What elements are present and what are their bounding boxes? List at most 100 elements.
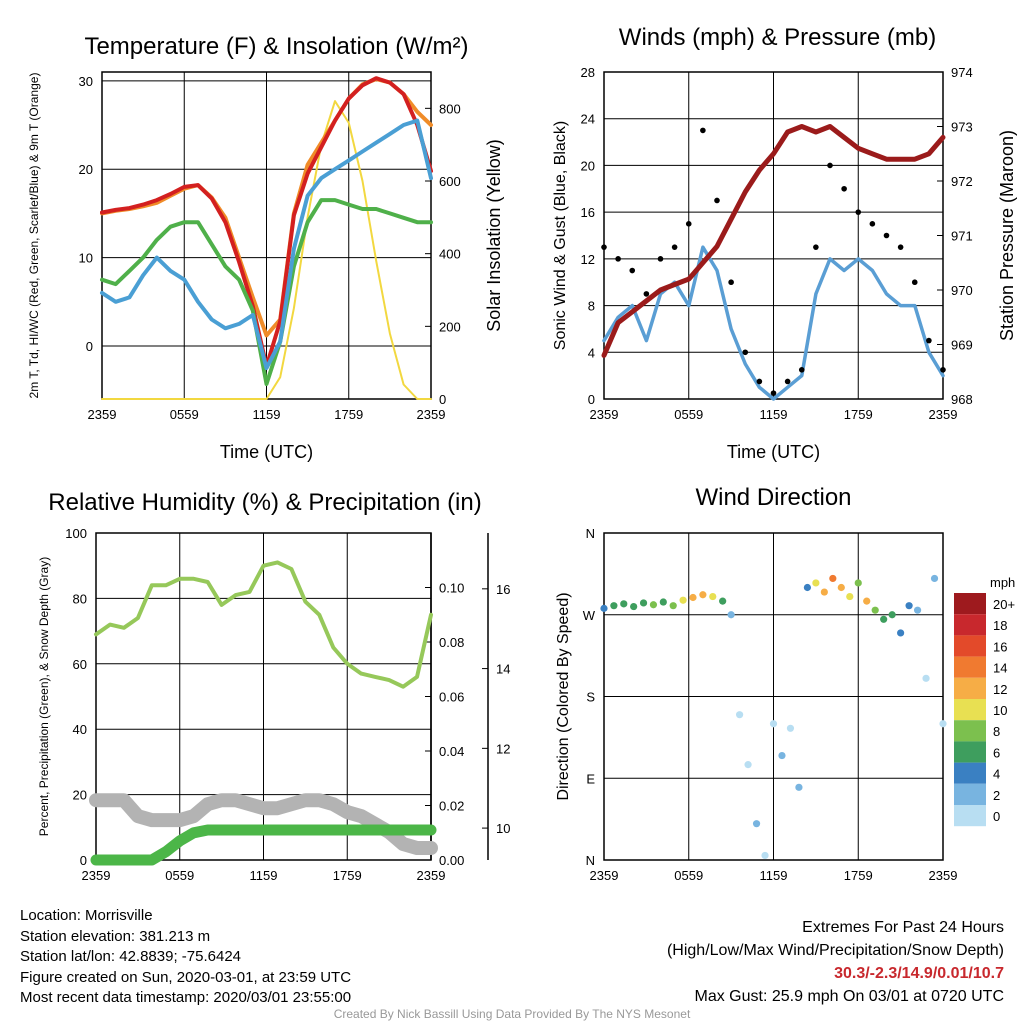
direction-point: [829, 574, 837, 583]
panel4-frame: [603, 532, 944, 861]
panel3-y-tick-label: 80: [73, 591, 87, 606]
panel1-x-tick-label: 2359: [88, 407, 117, 422]
direction-point: [905, 602, 913, 610]
gust-point: [798, 367, 805, 373]
legend-swatch: [954, 635, 986, 657]
panel4-y-tick-label: N: [586, 853, 595, 868]
panel4-y-tick-label: S: [586, 690, 595, 705]
gust-point: [671, 244, 678, 250]
panel3-x-tick-label: 1159: [250, 868, 278, 883]
series-line-insolation: [101, 100, 432, 400]
direction-point: [803, 583, 812, 592]
gust-point: [770, 390, 777, 396]
elevation-text: Station elevation: 381.213 m: [20, 927, 211, 945]
credit-text: Created By Nick Bassill Using Data Provi…: [333, 1007, 691, 1021]
direction-point: [880, 615, 888, 623]
panel3-y2-tick-label: 0.04: [439, 744, 464, 759]
direction-point: [727, 611, 735, 619]
legend-label: 6: [993, 745, 1000, 760]
direction-point: [744, 761, 752, 769]
panel1-ylabel: 2m T, Td, HI/WC (Red, Green, Scarlet/Blu…: [27, 73, 41, 399]
panel1-x-tick-label: 1159: [253, 407, 281, 422]
panel3-x-tick-label: 0559: [165, 868, 194, 883]
panel2-y-tick-label: 24: [581, 112, 595, 127]
gust-point: [926, 337, 932, 344]
direction-point: [820, 588, 828, 596]
gust-point: [700, 127, 706, 134]
panel2-y2-tick-label: 974: [951, 65, 973, 80]
panel1-y-tick-label: 30: [79, 74, 93, 89]
gust-point: [841, 185, 847, 192]
direction-point: [795, 783, 803, 791]
series-line-pressure: [601, 124, 946, 358]
direction-point: [888, 611, 896, 619]
panel2-x-tick-label: 1759: [844, 407, 873, 422]
panel2-y-tick-label: 0: [588, 392, 595, 407]
panel3-y-tick-label: 0: [80, 853, 87, 868]
gust-point: [883, 232, 890, 239]
direction-point: [897, 629, 905, 637]
legend-unit: mph: [990, 575, 1015, 590]
panel2-x-tick-label: 2359: [590, 407, 619, 422]
panel3-y2-tick-label: 16: [496, 582, 510, 597]
panel2-y-tick-label: 8: [588, 299, 595, 314]
panel2-y2-tick-label: 970: [951, 283, 973, 298]
panel3-y2-tick-label: 0.10: [439, 581, 464, 596]
panel1-title: Temperature (F) & Insolation (W/m²): [84, 33, 468, 60]
series-line-rh: [94, 560, 433, 689]
gust-point: [756, 378, 763, 385]
series-line-precip: [90, 824, 437, 866]
direction-point: [736, 711, 744, 719]
legend-swatch: [954, 593, 986, 615]
gust-point: [940, 367, 946, 373]
direction-point: [846, 592, 854, 601]
direction-point: [871, 606, 879, 614]
direction-point: [679, 596, 687, 604]
panel3-x-tick-label: 2359: [82, 868, 111, 883]
panel1-x-tick-label: 2359: [417, 407, 446, 422]
created-text: Figure created on Sun, 2020-03-01, at 23…: [20, 968, 352, 986]
panel4-ylabel: Direction (Colored By Speed): [555, 592, 572, 800]
gust-point: [869, 221, 876, 227]
panel3-y2-tick-label: 0.00: [439, 853, 464, 868]
max-gust-text: Max Gust: 25.9 mph On 03/01 at 0720 UTC: [694, 988, 1005, 1005]
panel2-y-tick-label: 20: [581, 158, 595, 173]
legend-label: 16: [993, 639, 1007, 654]
direction-point: [699, 591, 707, 599]
legend-label: 18: [993, 618, 1007, 633]
panel2-y2-tick-label: 969: [951, 338, 973, 353]
panel1-y2-tick-label: 200: [439, 319, 461, 334]
panel3-x-tick-label: 1759: [333, 868, 362, 883]
direction-point: [689, 593, 697, 602]
panel2-y-tick-label: 28: [581, 65, 595, 80]
legend-label: 4: [993, 767, 1000, 782]
gust-point: [855, 209, 862, 215]
panel2-y2-tick-label: 972: [951, 174, 973, 189]
direction-point: [786, 724, 795, 732]
panel1-y2label: Solar Insolation (Yellow): [484, 139, 504, 331]
direction-point: [761, 851, 769, 860]
panel2-x-tick-label: 0559: [674, 407, 703, 422]
panel1-y-tick-label: 20: [79, 162, 93, 177]
panel3-y2-tick-label: 0.02: [439, 799, 464, 814]
direction-point: [649, 601, 658, 609]
series-line-hiwc: [100, 198, 433, 386]
legend-swatch: [954, 720, 986, 742]
panel3-y-tick-label: 20: [73, 788, 87, 803]
gust-point: [657, 256, 664, 262]
panel3-y2-tick-label: 12: [496, 741, 510, 756]
recent-text: Most recent data timestamp: 2020/03/01 2…: [20, 989, 352, 1006]
direction-point: [620, 600, 628, 608]
gust-point: [615, 256, 621, 262]
panel2-y-tick-label: 16: [581, 205, 595, 220]
gust-point: [728, 279, 734, 286]
panel4-y-tick-label: W: [583, 608, 596, 623]
panel4-title: Wind Direction: [695, 484, 851, 511]
direction-point: [659, 598, 667, 606]
panel4-x-tick-label: 2359: [929, 868, 958, 883]
gust-point: [643, 291, 650, 297]
panel2-y2label: Station Pressure (Maroon): [997, 130, 1017, 341]
panel1-y2-tick-label: 600: [439, 174, 461, 189]
